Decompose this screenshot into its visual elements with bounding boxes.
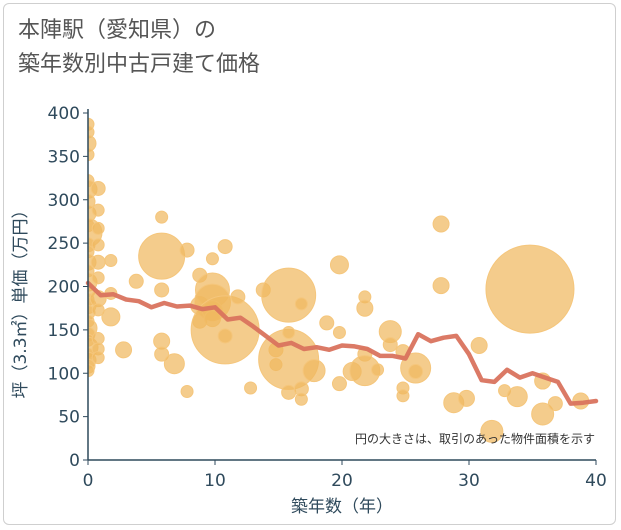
y-tick-label-150: 150	[48, 321, 80, 341]
bubble-71	[281, 384, 297, 400]
bubble-41	[101, 307, 121, 327]
bubble-85	[371, 363, 385, 377]
y-tick-label-350: 350	[48, 147, 80, 167]
bubble-76	[319, 315, 335, 331]
bubble-62	[217, 328, 233, 344]
bubble-74	[294, 392, 308, 406]
y-axis-label: 坪（3.3㎡）単価（万円）	[11, 201, 31, 398]
bubble-61	[217, 239, 233, 255]
x-axis-label: 築年数（年）	[291, 497, 393, 517]
bubble-3	[88, 148, 95, 162]
y-tick-label-400: 400	[48, 104, 80, 124]
bubble-101	[485, 244, 575, 334]
bubble-33	[91, 271, 105, 285]
title-line-1: 本陣駅（愛知県）の	[18, 18, 217, 43]
bubble-51	[180, 384, 194, 398]
bubble-32	[90, 254, 106, 270]
bubble-94	[432, 277, 450, 295]
bubble-35	[91, 303, 105, 317]
bubble-31	[91, 238, 105, 252]
bubble-46	[154, 282, 170, 298]
x-tick-label-20: 20	[331, 471, 353, 491]
bubble-104	[547, 396, 563, 412]
y-tick-label-100: 100	[48, 364, 80, 384]
bubble-90	[396, 389, 410, 403]
bubble-102	[531, 402, 555, 426]
bubble-38	[91, 351, 105, 365]
bubble-27	[88, 364, 95, 378]
bubble-100	[506, 386, 528, 408]
bubble-93	[432, 215, 450, 233]
y-tick-label-300: 300	[48, 191, 80, 211]
bubble-96	[457, 389, 475, 407]
bubble-77	[329, 255, 349, 275]
bubble-49	[163, 353, 185, 375]
bubble-78	[332, 325, 346, 339]
bubble-87	[382, 337, 398, 353]
bubble-44	[155, 210, 169, 224]
y-tick-label-50: 50	[58, 408, 80, 428]
x-tick-label-0: 0	[83, 471, 94, 491]
bubble-55	[205, 252, 219, 266]
bubble-82	[356, 299, 374, 317]
bubble-42	[115, 341, 133, 359]
bubble-98	[480, 419, 504, 443]
bubble-28	[90, 180, 106, 196]
axes-layer: 0 50 100 150 200 250 300 350 400 0 10 20 30 40	[48, 104, 607, 491]
chart-title: 本陣駅（愛知県）の 築年数別中古戸建て価格	[18, 14, 260, 82]
bubble-92	[408, 364, 424, 380]
bubble-29	[91, 203, 105, 217]
bubble-50	[179, 242, 195, 258]
bubble-size-note: 円の大きさは、取引のあった物件面積を示す	[355, 431, 595, 446]
bubble-30	[91, 221, 105, 235]
average-price-line	[85, 280, 599, 406]
bubble-64	[244, 381, 258, 395]
x-tick-label-10: 10	[204, 471, 226, 491]
bubble-97	[470, 336, 488, 354]
bubble-2	[88, 134, 97, 152]
bubble-6	[88, 193, 96, 209]
y-tick-label-0: 0	[69, 451, 80, 471]
y-tick-label-200: 200	[48, 278, 80, 298]
x-tick-label-30: 30	[458, 471, 480, 491]
bubble-39	[104, 253, 118, 267]
bubble-45	[138, 232, 186, 280]
x-tick-label-40: 40	[585, 471, 607, 491]
title-line-2: 築年数別中古戸建て価格	[18, 52, 261, 77]
bubble-68	[261, 267, 317, 323]
bubble-72	[294, 297, 308, 311]
bubble-63	[230, 289, 246, 305]
bubble-43	[128, 273, 144, 289]
bubble-75	[302, 359, 326, 383]
bubble-48	[154, 346, 170, 362]
y-tick-label-250: 250	[48, 234, 80, 254]
bubble-79	[331, 376, 347, 392]
bubble-70	[282, 325, 296, 339]
trend-line-layer	[85, 280, 599, 406]
bubble-layer	[88, 117, 590, 443]
